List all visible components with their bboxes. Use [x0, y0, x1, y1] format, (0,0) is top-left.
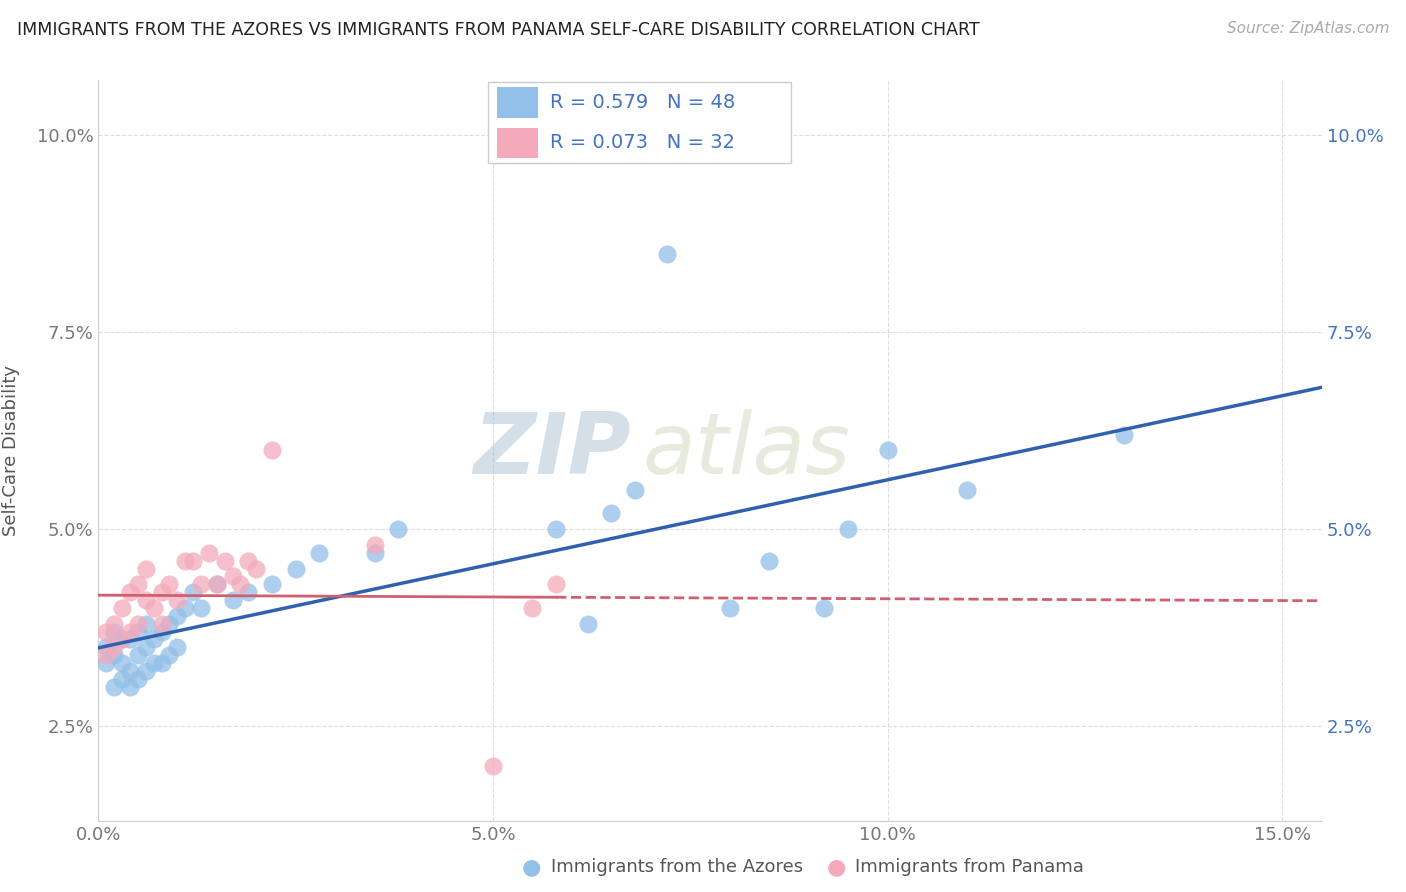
Point [308, 546, 330, 560]
Point [150, 616, 173, 631]
Point [221, 569, 243, 583]
Point [159, 648, 181, 663]
Point [363, 538, 385, 552]
Y-axis label: Self-Care Disability: Self-Care Disability [3, 365, 20, 536]
Bar [498, 87, 537, 118]
Point [150, 624, 173, 639]
Point [96, 648, 118, 663]
Text: IMMIGRANTS FROM THE AZORES VS IMMIGRANTS FROM PANAMA SELF-CARE DISABILITY CORREL: IMMIGRANTS FROM THE AZORES VS IMMIGRANTS… [17, 21, 980, 39]
Text: R = 0.073   N = 32: R = 0.073 N = 32 [550, 134, 735, 153]
Point [103, 616, 125, 631]
Point [205, 577, 228, 591]
Point [118, 664, 141, 678]
Text: atlas: atlas [643, 409, 851, 492]
Point [284, 561, 307, 575]
Point [127, 616, 149, 631]
Point [166, 593, 188, 607]
Point [96, 640, 118, 655]
Point [118, 632, 141, 647]
Point [142, 656, 165, 670]
Point [150, 585, 173, 599]
Point [1114, 427, 1136, 442]
Text: Source: ZipAtlas.com: Source: ZipAtlas.com [1226, 21, 1389, 37]
Point [600, 507, 623, 521]
Point [96, 656, 118, 670]
Point [190, 577, 212, 591]
Point [150, 656, 173, 670]
Text: ●: ● [522, 857, 541, 877]
Point [758, 554, 780, 568]
Point [118, 624, 141, 639]
Point [260, 577, 283, 591]
Text: Immigrants from the Azores: Immigrants from the Azores [551, 858, 803, 876]
Point [142, 632, 165, 647]
Point [387, 522, 409, 536]
Point [96, 624, 118, 639]
Point [576, 616, 599, 631]
Point [166, 640, 188, 655]
Point [482, 758, 505, 772]
Point [624, 483, 647, 497]
Point [111, 601, 134, 615]
Text: ●: ● [827, 857, 846, 877]
Point [174, 601, 197, 615]
Point [166, 608, 188, 623]
Point [238, 554, 260, 568]
Point [103, 648, 125, 663]
Point [103, 680, 125, 694]
Point [111, 672, 134, 686]
Bar [498, 128, 537, 158]
Point [181, 585, 204, 599]
Point [159, 577, 181, 591]
Point [955, 483, 977, 497]
Point [260, 443, 283, 458]
Point [103, 624, 125, 639]
Point [221, 593, 243, 607]
Point [103, 640, 125, 655]
Point [142, 601, 165, 615]
Point [546, 577, 568, 591]
Point [190, 601, 212, 615]
Point [198, 546, 221, 560]
Point [135, 616, 157, 631]
Point [546, 522, 568, 536]
Point [214, 554, 236, 568]
Point [181, 554, 204, 568]
Point [127, 577, 149, 591]
Point [174, 554, 197, 568]
Point [718, 601, 741, 615]
Point [522, 601, 544, 615]
Point [159, 616, 181, 631]
Point [135, 640, 157, 655]
Point [238, 585, 260, 599]
Point [118, 585, 141, 599]
Point [127, 648, 149, 663]
Point [655, 246, 678, 260]
Point [813, 601, 835, 615]
FancyBboxPatch shape [488, 82, 792, 163]
Text: R = 0.579   N = 48: R = 0.579 N = 48 [550, 93, 735, 112]
Point [127, 672, 149, 686]
Point [135, 664, 157, 678]
Point [229, 577, 252, 591]
Point [876, 443, 898, 458]
Point [205, 577, 228, 591]
Point [111, 656, 134, 670]
Point [118, 680, 141, 694]
Point [111, 632, 134, 647]
Point [111, 632, 134, 647]
Point [127, 624, 149, 639]
Point [363, 546, 385, 560]
Text: ZIP: ZIP [472, 409, 630, 492]
Text: Immigrants from Panama: Immigrants from Panama [855, 858, 1084, 876]
Point [837, 522, 859, 536]
Point [135, 561, 157, 575]
Point [135, 593, 157, 607]
Point [245, 561, 267, 575]
